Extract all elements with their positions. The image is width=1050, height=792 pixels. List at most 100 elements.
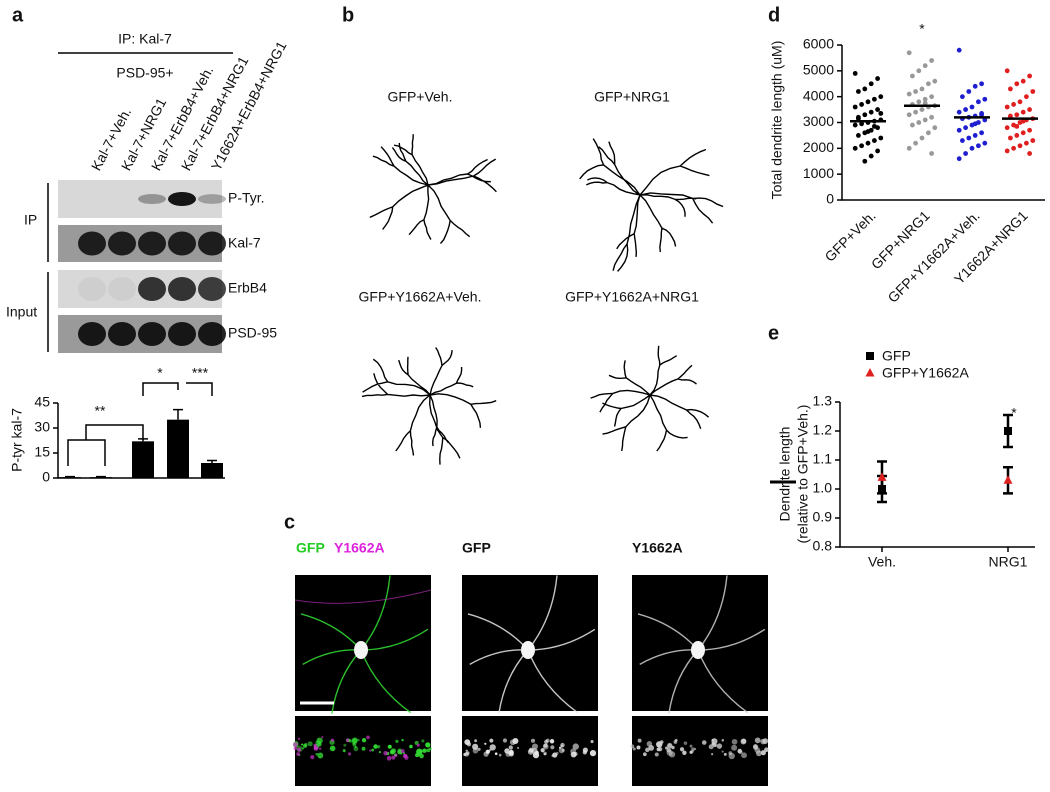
data-point (852, 122, 858, 128)
data-point (910, 73, 915, 79)
puncta (648, 745, 655, 751)
y-tick-label: 45 (34, 394, 50, 410)
data-point (926, 81, 931, 87)
data-point (878, 111, 884, 116)
neurite (637, 575, 766, 714)
puncta (390, 748, 396, 754)
puncta (409, 744, 413, 749)
soma (354, 641, 368, 659)
data-point (919, 107, 925, 112)
data-point (875, 76, 880, 81)
data-point (859, 143, 864, 149)
y-axis-label: (relative to GFP+Veh.) (795, 405, 811, 544)
data-point (972, 121, 978, 127)
data-point (906, 91, 912, 97)
panel-letter: b (342, 4, 354, 26)
data-point (906, 112, 912, 118)
puncta (711, 753, 714, 756)
blot-band (108, 231, 136, 256)
data-point (1014, 112, 1020, 118)
data-point (878, 135, 884, 141)
puncta (731, 744, 738, 751)
blot-band (168, 322, 196, 346)
puncta (421, 739, 425, 743)
data-point (862, 86, 868, 92)
data-point (852, 145, 858, 151)
neurite (467, 575, 596, 714)
data-point (916, 99, 922, 105)
y-tick-label: 0 (42, 469, 50, 485)
error-bar (96, 475, 106, 478)
micrograph-title: GFP (462, 540, 491, 556)
soma (691, 641, 705, 659)
puncta (330, 738, 335, 742)
data-point (1030, 138, 1036, 143)
puncta (361, 746, 366, 751)
data-point (1014, 123, 1020, 129)
data-point (910, 122, 915, 128)
puncta (674, 738, 678, 742)
data-point (856, 133, 861, 138)
puncta (296, 752, 301, 756)
puncta (383, 750, 388, 756)
puncta (307, 741, 313, 747)
y-tick-label: 2000 (803, 139, 834, 155)
data-point (1008, 86, 1013, 92)
blot-band (78, 231, 106, 256)
puncta (343, 749, 346, 753)
neuron-tracing (579, 138, 724, 272)
puncta (404, 755, 409, 760)
data-point (862, 158, 868, 164)
data-point (877, 472, 887, 481)
puncta (632, 747, 636, 751)
puncta (555, 751, 559, 755)
puncta (738, 750, 743, 755)
data-point (926, 130, 931, 136)
puncta (683, 741, 688, 745)
y-tick-label: 1.1 (813, 451, 833, 467)
data-point (1011, 145, 1016, 151)
puncta (671, 745, 675, 750)
y-tick-label: 1.2 (813, 422, 833, 438)
puncta (494, 752, 498, 756)
data-point (982, 140, 988, 146)
puncta (321, 736, 324, 739)
y-tick-label: 0.9 (813, 509, 833, 525)
y-tick-label: 0.8 (813, 538, 833, 554)
y-axis-label: Dendrite length (777, 427, 793, 522)
data-point (929, 94, 934, 100)
puncta (589, 750, 597, 757)
puncta (472, 747, 479, 754)
puncta (731, 738, 738, 745)
data-point (865, 140, 871, 146)
puncta (642, 752, 647, 757)
puncta (721, 750, 724, 753)
puncta (637, 738, 642, 743)
neurite (300, 575, 429, 714)
puncta (590, 740, 594, 744)
blot-band (198, 194, 226, 204)
blot-group-label: IP (24, 212, 37, 228)
data-point (916, 68, 922, 74)
data-point (1020, 118, 1026, 124)
data-point (922, 100, 928, 106)
data-point (868, 153, 874, 159)
data-point (979, 81, 984, 87)
tracing-label: GFP+Y1662A+NRG1 (565, 289, 699, 305)
blot-row-label: P-Tyr. (228, 190, 265, 206)
micrograph-zoom (295, 716, 431, 786)
data-point (872, 138, 877, 143)
error-bar (138, 438, 148, 442)
sig-bracket (142, 382, 179, 396)
blot-band (78, 277, 106, 301)
puncta (489, 744, 496, 751)
puncta (348, 752, 352, 756)
data-point (929, 58, 934, 63)
y-tick-label: 30 (34, 419, 50, 435)
significance: * (157, 365, 163, 381)
data-point (963, 125, 968, 131)
puncta (760, 750, 766, 756)
puncta (317, 752, 324, 759)
blot-subheader: PSD-95+ (116, 65, 173, 81)
